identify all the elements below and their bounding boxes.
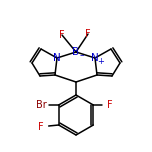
Text: –: – (79, 51, 84, 60)
Text: +: + (97, 57, 104, 66)
Text: N: N (53, 53, 61, 63)
Text: F: F (85, 29, 91, 39)
Text: F: F (38, 122, 43, 132)
Text: F: F (59, 30, 65, 40)
Text: B: B (73, 47, 79, 57)
Text: Br: Br (36, 100, 47, 110)
Text: F: F (107, 100, 112, 110)
Text: N: N (91, 53, 99, 63)
